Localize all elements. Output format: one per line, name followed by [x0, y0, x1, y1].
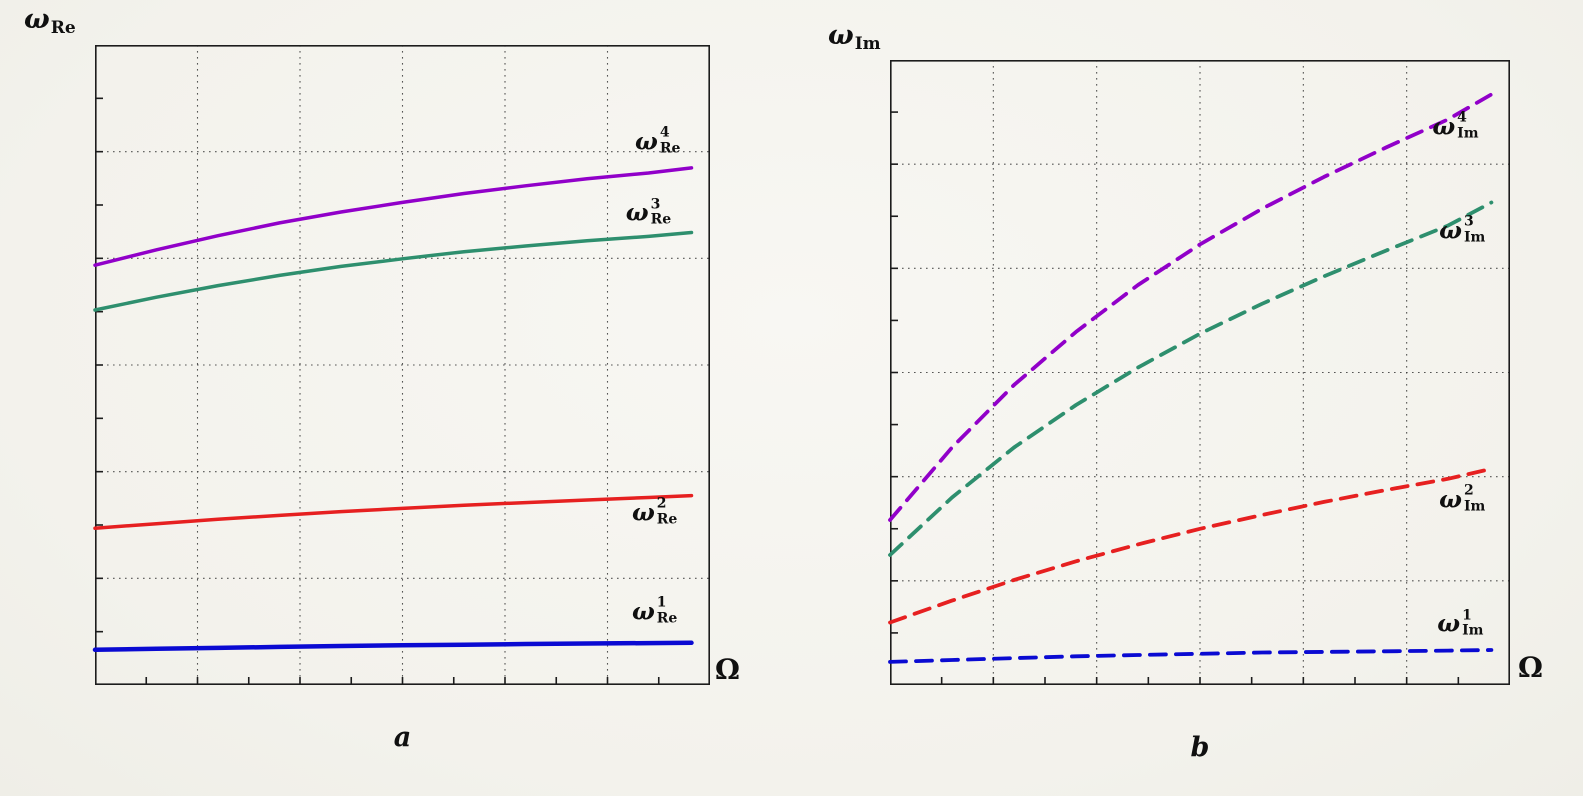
gridlines — [890, 60, 1510, 685]
gridlines — [95, 45, 710, 685]
chart-a-caption: a — [393, 722, 412, 753]
omega-re-1-curve — [92, 640, 694, 653]
omega-glyph: ω — [24, 4, 50, 35]
omega-im-1-curve — [888, 648, 1494, 664]
omega-re-4-curve — [93, 166, 694, 267]
omega-im-2-curve — [888, 466, 1494, 625]
chart-b-y-axis-label: ωIm — [828, 22, 881, 53]
x-axis-ticks — [145, 677, 660, 685]
y-axis-ticks — [95, 97, 103, 633]
chart-a-x-axis-label: Ω — [715, 653, 740, 686]
chart-b-caption: b — [1190, 732, 1210, 763]
y-axis-subscript: Re — [50, 18, 76, 38]
omega-im-3-curve — [888, 200, 1494, 557]
omega-glyph: ω — [828, 20, 854, 51]
x-axis-ticks — [940, 677, 1460, 685]
y-axis-subscript: Im — [854, 34, 881, 54]
chart-a-plot-area: ω 1 Re ω 2 Re ω 3 Re ω 4 Re — [92, 45, 711, 686]
chart-b-plot-area: ω 1 Im ω 2 Im ω 3 Im ω 4 Im — [888, 60, 1511, 686]
series-curves — [92, 166, 694, 653]
chart-a: ωRe ω 1 Re ω 2 Re ω 3 Re ω 4 Re Ω a — [18, 6, 763, 796]
chart-b-x-axis-label: Ω — [1518, 651, 1543, 684]
omega-re-3-curve — [93, 230, 694, 312]
chart-a-y-axis-label: ωRe — [24, 6, 76, 37]
chart-a-canvas — [92, 45, 711, 686]
chart-b: ωIm ω 1 Im ω 2 Im ω 3 Im ω 4 Im Ω b — [800, 6, 1583, 796]
omega-im-4-curve — [888, 92, 1494, 522]
series-curves — [888, 92, 1494, 664]
y-axis-ticks — [890, 111, 898, 634]
chart-b-canvas — [888, 60, 1511, 686]
omega-re-2-curve — [93, 493, 694, 530]
